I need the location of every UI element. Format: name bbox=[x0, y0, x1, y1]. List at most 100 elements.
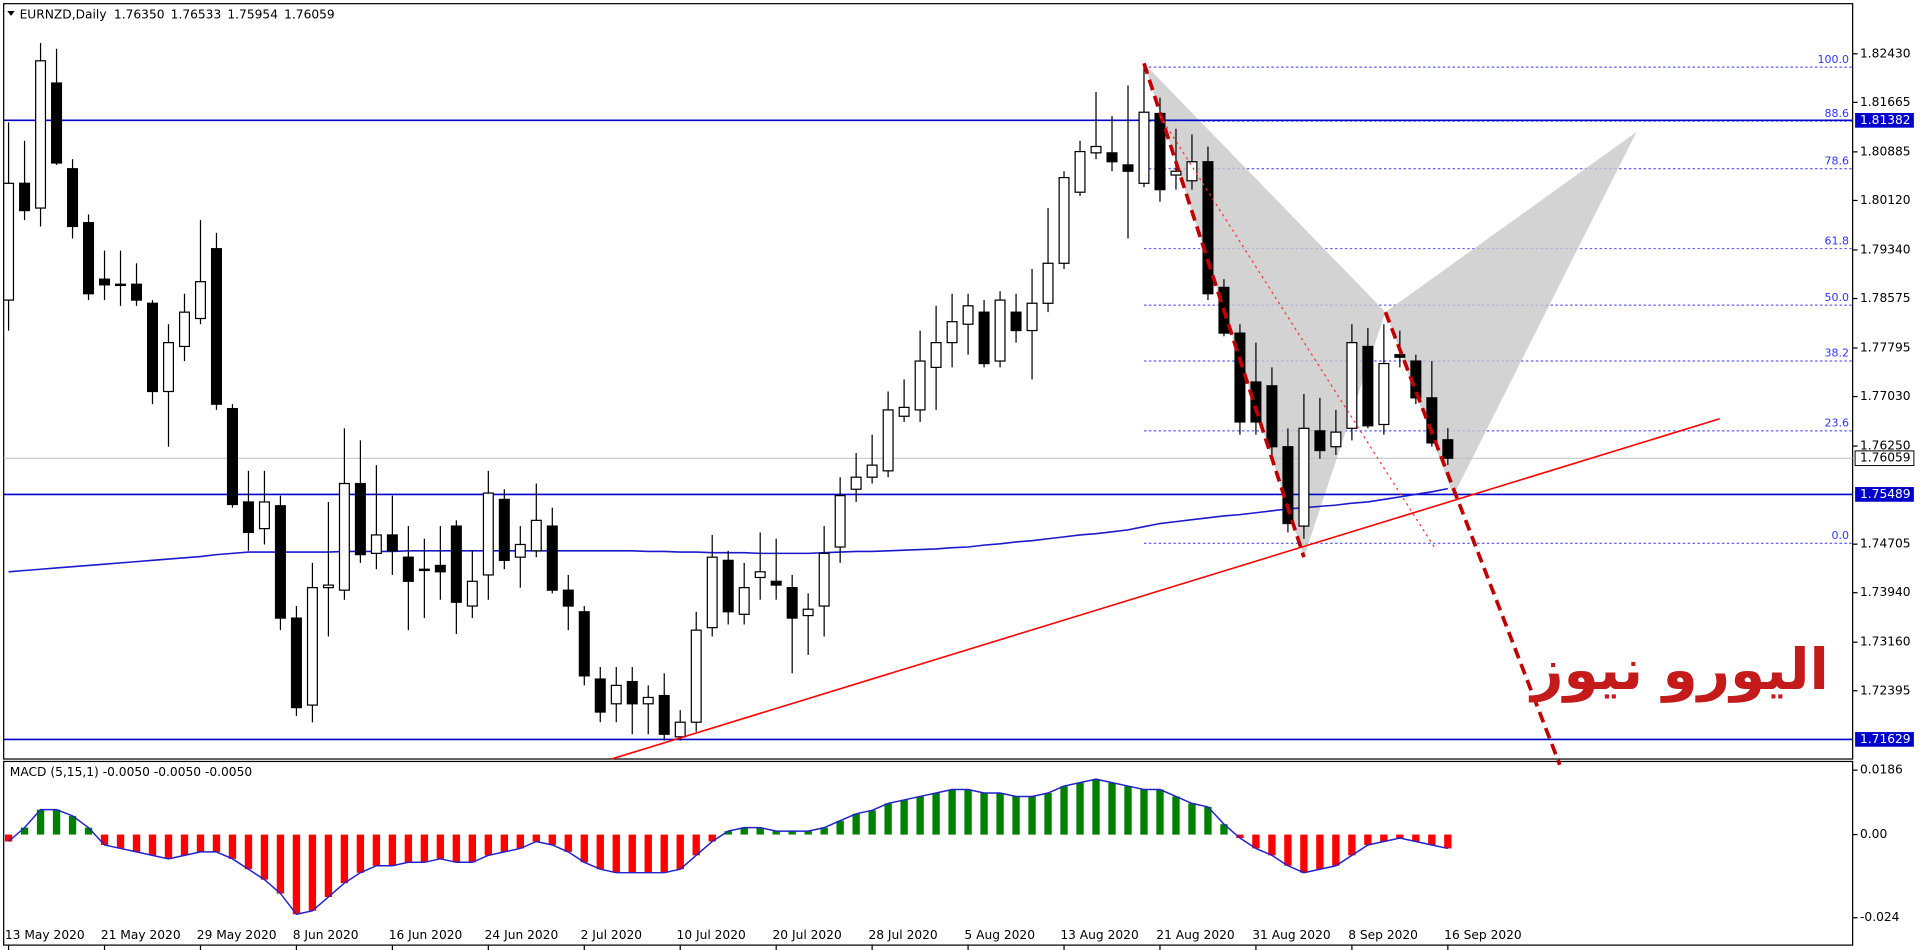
candle-body bbox=[1154, 112, 1166, 191]
candle-body bbox=[83, 222, 95, 295]
fib-label: 61.8 bbox=[1824, 234, 1849, 247]
candle-body bbox=[978, 311, 990, 365]
candle-body bbox=[658, 694, 670, 735]
y-tick-label: 1.77030 bbox=[1860, 389, 1911, 403]
candle-body bbox=[962, 305, 974, 325]
candle-body bbox=[434, 564, 446, 573]
fib-label: 88.6 bbox=[1824, 107, 1849, 120]
x-tick-label: 21 Aug 2020 bbox=[1156, 928, 1234, 942]
candle-body bbox=[274, 505, 286, 619]
candle-body bbox=[1122, 164, 1134, 172]
candle-body bbox=[290, 617, 302, 709]
candle-body bbox=[99, 278, 111, 286]
candle-body bbox=[306, 587, 318, 706]
candle-body bbox=[466, 580, 478, 607]
candle-body bbox=[1346, 342, 1358, 429]
candle-body bbox=[1010, 311, 1022, 332]
fib-label: 78.6 bbox=[1824, 154, 1849, 167]
candle-body bbox=[562, 589, 574, 607]
candle-body bbox=[322, 584, 334, 589]
candle-body bbox=[866, 464, 878, 478]
candle-body bbox=[1298, 427, 1310, 527]
candle-body bbox=[1442, 439, 1454, 459]
candle-body bbox=[51, 82, 63, 164]
candle-body bbox=[1058, 176, 1070, 264]
candle-body bbox=[210, 248, 222, 405]
ohlc-open: 1.76350 bbox=[114, 7, 165, 21]
watermark: اليورو نيوز bbox=[1528, 638, 1829, 703]
x-tick-label: 21 May 2020 bbox=[101, 928, 181, 942]
fib-label: 23.6 bbox=[1824, 417, 1849, 430]
candle-body bbox=[610, 684, 622, 705]
candle-body bbox=[738, 587, 750, 615]
x-tick-label: 29 May 2020 bbox=[197, 928, 277, 942]
macd-panel bbox=[3, 760, 1854, 946]
y-tick-label: 1.78575 bbox=[1860, 291, 1911, 305]
candle-body bbox=[770, 580, 782, 586]
y-tick-label: 1.81665 bbox=[1860, 95, 1911, 109]
x-tick-label: 10 Jul 2020 bbox=[677, 928, 746, 942]
ohlc-close: 1.76059 bbox=[284, 7, 335, 21]
x-tick-label: 13 Aug 2020 bbox=[1060, 928, 1138, 942]
candle-body bbox=[194, 281, 206, 320]
price-box-label: 1.81382 bbox=[1860, 113, 1911, 127]
x-tick-label: 5 Aug 2020 bbox=[964, 928, 1035, 942]
x-tick-label: 20 Jul 2020 bbox=[773, 928, 842, 942]
candle-body bbox=[530, 519, 542, 552]
harmonic-pattern bbox=[1385, 131, 1637, 496]
candle-body bbox=[1074, 150, 1086, 193]
candle-body bbox=[546, 525, 558, 591]
candle-body bbox=[35, 60, 47, 209]
candle-body bbox=[674, 721, 686, 738]
candle-body bbox=[354, 482, 366, 556]
candle-body bbox=[370, 534, 382, 554]
y-tick-label: 1.79340 bbox=[1860, 242, 1911, 256]
candle-body bbox=[914, 360, 926, 411]
candle-body bbox=[162, 342, 175, 393]
candle-body bbox=[722, 559, 734, 613]
price-box-label: 1.71629 bbox=[1860, 732, 1911, 746]
x-tick-label: 24 Jun 2020 bbox=[485, 928, 559, 942]
candle-body bbox=[130, 283, 143, 301]
candle-body bbox=[226, 408, 238, 506]
y-tick-label: 1.73940 bbox=[1860, 585, 1911, 599]
candle-body bbox=[514, 543, 526, 558]
candle-body bbox=[594, 678, 606, 713]
candle-body bbox=[1378, 362, 1390, 426]
x-tick-label: 31 Aug 2020 bbox=[1252, 928, 1330, 942]
candle-body bbox=[818, 552, 830, 607]
x-tick-label: 13 May 2020 bbox=[5, 928, 85, 942]
candle-body bbox=[1186, 161, 1198, 182]
price-box-label: 1.75489 bbox=[1860, 487, 1911, 501]
x-tick-label: 8 Sep 2020 bbox=[1348, 928, 1418, 942]
candle-body bbox=[690, 629, 702, 723]
x-tick-label: 8 Jun 2020 bbox=[293, 928, 359, 942]
candle-body bbox=[115, 283, 127, 287]
y-tick-label: 1.77795 bbox=[1860, 341, 1911, 355]
candle-body bbox=[178, 311, 190, 348]
candle-body bbox=[3, 182, 15, 301]
trendline bbox=[611, 418, 1720, 760]
candle-body bbox=[1090, 145, 1102, 154]
candle-body bbox=[1170, 170, 1182, 176]
fib-label: 100.0 bbox=[1817, 53, 1849, 66]
candle-body bbox=[706, 556, 718, 629]
candle-body bbox=[930, 342, 942, 368]
candle-body bbox=[626, 680, 638, 705]
candle-body bbox=[754, 571, 766, 579]
y-tick-label: 1.73160 bbox=[1860, 635, 1911, 649]
symbol: EURNZD,Daily bbox=[20, 7, 107, 21]
fib-label: 50.0 bbox=[1824, 291, 1849, 304]
header: EURNZD,Daily 1.76350 1.76533 1.75954 1.76059 bbox=[20, 7, 335, 21]
y-tick-label: 1.76250 bbox=[1860, 439, 1911, 453]
x-tick-label: 16 Jun 2020 bbox=[389, 928, 463, 942]
candle-body bbox=[578, 611, 590, 677]
y-tick-label: 1.80120 bbox=[1860, 193, 1911, 207]
x-tick-label: 2 Jul 2020 bbox=[581, 928, 642, 942]
ohlc-low: 1.75954 bbox=[227, 7, 278, 21]
trendline bbox=[1383, 311, 1562, 766]
fib-label: 38.2 bbox=[1824, 347, 1849, 360]
candle-body bbox=[1202, 161, 1214, 295]
